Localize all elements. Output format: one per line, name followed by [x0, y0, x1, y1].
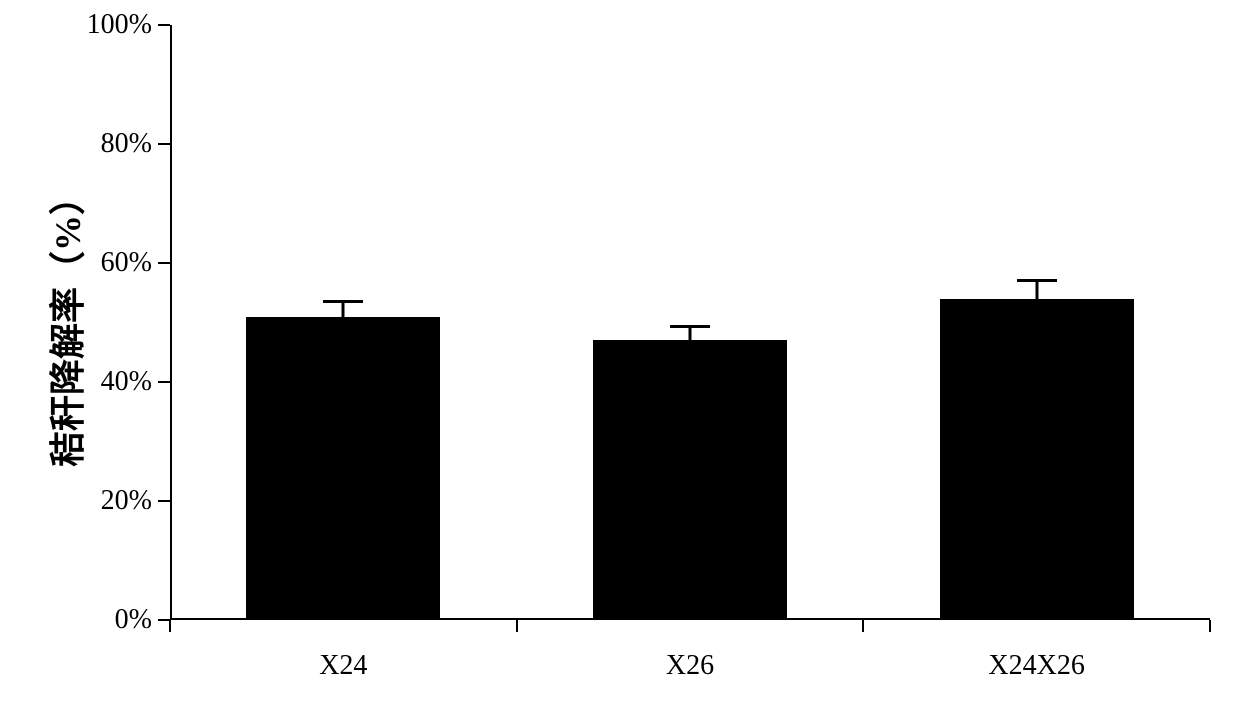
y-tick [158, 143, 170, 145]
x-tick [169, 620, 171, 632]
y-tick [158, 381, 170, 383]
error-bar-cap [323, 300, 363, 303]
y-tick [158, 500, 170, 502]
error-bar-cap [670, 325, 710, 328]
x-category-label: X26 [666, 650, 714, 682]
x-tick [1209, 620, 1211, 632]
y-tick-label: 60% [101, 247, 152, 279]
y-axis-title: 秸秆降解率（%） [39, 178, 91, 466]
x-category-label: X24X26 [988, 650, 1084, 682]
y-tick-label: 40% [101, 366, 152, 398]
y-tick [158, 262, 170, 264]
x-category-label: X24 [319, 650, 367, 682]
x-tick [516, 620, 518, 632]
error-bar-cap [1017, 279, 1057, 282]
y-tick [158, 24, 170, 26]
y-tick-label: 0% [115, 604, 152, 636]
bar [593, 340, 787, 620]
bar [940, 299, 1134, 620]
x-tick [862, 620, 864, 632]
error-bar-stem [689, 327, 692, 341]
y-tick-label: 100% [87, 9, 152, 41]
error-bar-stem [1035, 281, 1038, 299]
bar [246, 317, 440, 620]
y-tick-label: 20% [101, 485, 152, 517]
chart-container: 秸秆降解率（%） 0%20%40%60%80%100%X24X26X24X26 [0, 0, 1240, 703]
error-bar-stem [342, 302, 345, 317]
y-tick-label: 80% [101, 128, 152, 160]
